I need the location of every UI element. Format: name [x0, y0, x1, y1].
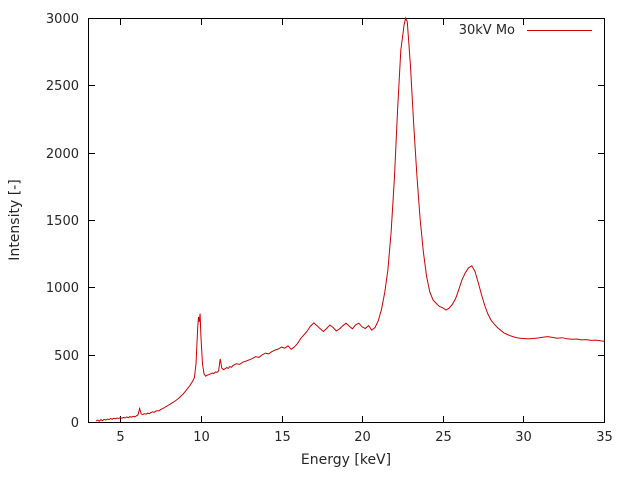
y-tick-label: 0: [71, 416, 79, 431]
y-axis-title: Intensity [-]: [7, 179, 23, 261]
x-tick-label: 15: [274, 430, 291, 445]
y-tick-label: 1500: [46, 214, 79, 229]
y-tick-label: 1000: [46, 281, 79, 296]
legend-line-sample: [527, 30, 592, 31]
legend-label: 30kV Mo: [458, 23, 515, 38]
spectrum-trace: [95, 16, 605, 422]
y-tick-label: 3000: [46, 12, 79, 27]
x-tick-label: 25: [435, 430, 452, 445]
plot-border: [88, 18, 605, 423]
x-tick-label: 35: [596, 430, 613, 445]
x-axis-title: Energy [keV]: [300, 452, 392, 468]
x-tick-label: 20: [354, 430, 371, 445]
legend: 30kV Mo: [459, 23, 592, 38]
y-tick-label: 2500: [46, 79, 79, 94]
y-tick-label: 500: [54, 349, 79, 364]
x-tick-label: 5: [116, 430, 124, 445]
x-tick-label: 30: [515, 430, 532, 445]
y-tick-label: 2000: [46, 147, 79, 162]
x-tick-label: 10: [193, 430, 210, 445]
